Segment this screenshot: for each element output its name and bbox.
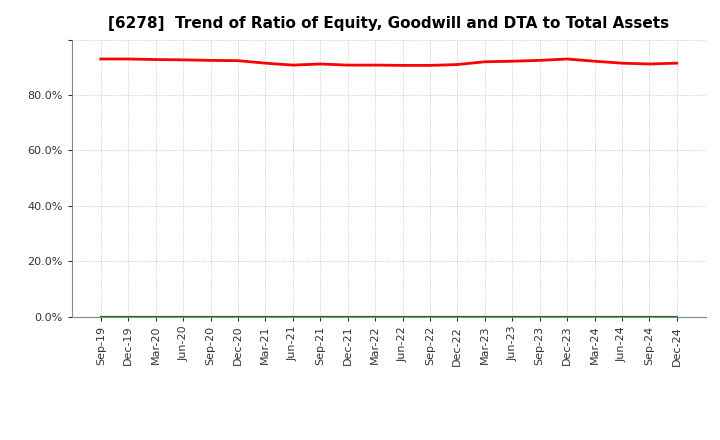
Goodwill [508, 314, 516, 319]
Goodwill [371, 314, 379, 319]
Goodwill [480, 314, 489, 319]
Goodwill [426, 314, 434, 319]
Equity [96, 56, 105, 62]
Deferred Tax Assets [645, 314, 654, 319]
Goodwill [536, 314, 544, 319]
Deferred Tax Assets [480, 314, 489, 319]
Equity [151, 57, 160, 62]
Goodwill [151, 314, 160, 319]
Equity [179, 57, 187, 62]
Deferred Tax Assets [618, 314, 626, 319]
Goodwill [96, 314, 105, 319]
Goodwill [590, 314, 599, 319]
Deferred Tax Assets [261, 314, 270, 319]
Equity [618, 61, 626, 66]
Equity [316, 61, 325, 66]
Goodwill [343, 314, 352, 319]
Deferred Tax Assets [563, 314, 572, 319]
Goodwill [398, 314, 407, 319]
Equity [672, 61, 681, 66]
Goodwill [289, 314, 297, 319]
Goodwill [124, 314, 132, 319]
Deferred Tax Assets [536, 314, 544, 319]
Goodwill [206, 314, 215, 319]
Deferred Tax Assets [206, 314, 215, 319]
Equity [371, 62, 379, 68]
Goodwill [563, 314, 572, 319]
Equity [563, 56, 572, 62]
Deferred Tax Assets [96, 314, 105, 319]
Goodwill [645, 314, 654, 319]
Equity [124, 56, 132, 62]
Equity [508, 59, 516, 64]
Equity [261, 61, 270, 66]
Deferred Tax Assets [590, 314, 599, 319]
Deferred Tax Assets [151, 314, 160, 319]
Deferred Tax Assets [316, 314, 325, 319]
Deferred Tax Assets [233, 314, 242, 319]
Goodwill [316, 314, 325, 319]
Title: [6278]  Trend of Ratio of Equity, Goodwill and DTA to Total Assets: [6278] Trend of Ratio of Equity, Goodwil… [108, 16, 670, 32]
Equity [645, 61, 654, 66]
Goodwill [179, 314, 187, 319]
Goodwill [261, 314, 270, 319]
Equity [480, 59, 489, 64]
Equity [289, 62, 297, 68]
Line: Equity: Equity [101, 59, 677, 66]
Deferred Tax Assets [398, 314, 407, 319]
Deferred Tax Assets [124, 314, 132, 319]
Goodwill [453, 314, 462, 319]
Deferred Tax Assets [508, 314, 516, 319]
Deferred Tax Assets [426, 314, 434, 319]
Goodwill [233, 314, 242, 319]
Goodwill [618, 314, 626, 319]
Equity [206, 58, 215, 63]
Deferred Tax Assets [672, 314, 681, 319]
Equity [426, 63, 434, 68]
Equity [536, 58, 544, 63]
Equity [233, 58, 242, 63]
Deferred Tax Assets [343, 314, 352, 319]
Equity [343, 62, 352, 68]
Deferred Tax Assets [179, 314, 187, 319]
Goodwill [672, 314, 681, 319]
Deferred Tax Assets [453, 314, 462, 319]
Deferred Tax Assets [371, 314, 379, 319]
Deferred Tax Assets [289, 314, 297, 319]
Equity [398, 63, 407, 68]
Equity [453, 62, 462, 67]
Equity [590, 59, 599, 64]
